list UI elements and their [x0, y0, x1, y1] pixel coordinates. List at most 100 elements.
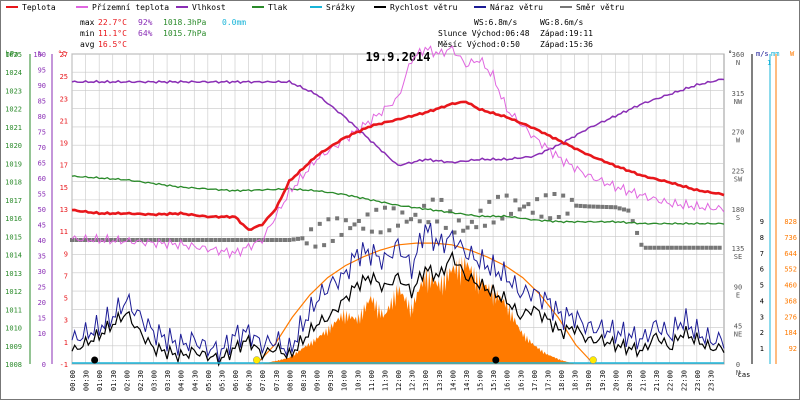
solar-tick: 184: [784, 329, 797, 337]
x-tick-label: 20:00: [612, 370, 620, 391]
x-tick-label: 10:30: [354, 370, 362, 391]
wind-direction-point: [643, 245, 648, 250]
moonrise-marker: [91, 356, 99, 364]
wind-direction-point: [687, 245, 692, 250]
solar-tick: 552: [784, 266, 797, 274]
wind-direction-point: [556, 214, 561, 219]
wind-direction-point: [561, 193, 566, 198]
temperature-tick: 3: [64, 317, 68, 325]
wind-direction-point: [317, 221, 322, 226]
humidity-tick: 90: [38, 82, 46, 90]
x-tick-label: 03:00: [151, 370, 159, 391]
humidity-tick: 50: [38, 206, 46, 214]
wind-direction-point: [252, 238, 257, 242]
info-sunset: Západ:19:11: [540, 29, 593, 38]
pressure-tick: 1017: [5, 197, 22, 205]
pressure-line: [71, 175, 725, 225]
x-tick-label: 05:00: [205, 370, 213, 391]
pressure-tick: 1012: [5, 288, 22, 296]
direction-name: N: [736, 59, 740, 67]
temperature-tick: 15: [60, 184, 68, 192]
humidity-tick: 40: [38, 237, 46, 245]
rain-axis-unit: mm: [771, 50, 779, 58]
wind-direction-point: [482, 223, 487, 228]
x-tick-label: 21:30: [653, 370, 661, 391]
wind-direction-point: [430, 197, 435, 202]
wind-direction-point: [78, 238, 83, 242]
pressure-tick: 1019: [5, 160, 22, 168]
wind-direction-point: [708, 245, 713, 250]
wind-direction-point: [495, 194, 500, 199]
wind-direction-point: [622, 207, 627, 212]
legend-label-temp: Teplota: [22, 3, 56, 12]
legend-label-dir: Směr větru: [576, 3, 624, 12]
temperature-tick: 1: [64, 339, 68, 347]
wind-tick: 1: [760, 345, 764, 353]
wind-direction-point: [409, 217, 414, 222]
wind-direction-point: [282, 238, 287, 242]
wind-tick: 5: [760, 282, 764, 290]
wind-direction-point: [548, 216, 553, 221]
x-tick-label: 00:00: [69, 370, 77, 391]
stat-min-temp: 11.1°C: [98, 29, 127, 38]
x-tick-label: 14:00: [449, 370, 457, 391]
wind-direction-point: [387, 228, 392, 233]
wind-direction-point: [391, 206, 396, 211]
wind-direction-point: [356, 218, 361, 223]
wind-direction-point: [613, 205, 618, 210]
wind-direction-point: [691, 245, 696, 250]
pressure-tick: 1013: [5, 270, 22, 278]
solar-tick: 92: [789, 345, 797, 353]
wind-direction-point: [174, 238, 179, 242]
x-tick-label: 09:00: [314, 370, 322, 391]
wind-direction-point: [704, 245, 709, 250]
wind-direction-point: [161, 238, 166, 242]
humidity-tick: 15: [38, 315, 46, 323]
direction-tick: 0: [736, 361, 740, 369]
ground-temperature-line: [71, 45, 725, 260]
direction-tick: 90: [734, 284, 742, 292]
wind-direction-point: [148, 238, 153, 242]
x-tick-label: 15:00: [477, 370, 485, 391]
info-moonset: Západ:15:36: [540, 40, 593, 49]
direction-name: E: [736, 292, 740, 300]
humidity-tick: 85: [38, 98, 46, 106]
x-tick-label: 16:30: [517, 370, 525, 391]
x-tick-label: 07:30: [273, 370, 281, 391]
wind-tick: 9: [760, 218, 764, 226]
wind-direction-point: [530, 210, 535, 215]
sunrise-marker: [252, 356, 261, 364]
humidity-tick: 80: [38, 113, 46, 121]
pressure-axis-unit: hPa: [6, 50, 19, 58]
sunset-marker: [589, 356, 597, 364]
direction-tick: 135: [732, 245, 745, 253]
direction-name: NE: [734, 330, 742, 338]
x-tick-label: 13:00: [422, 370, 430, 391]
direction-name: SW: [734, 175, 743, 183]
wind-direction-point: [152, 238, 157, 242]
humidity-tick: 20: [38, 299, 46, 307]
wind-direction-point: [104, 238, 109, 242]
humidity-tick: 55: [38, 191, 46, 199]
wind-direction-point: [322, 243, 327, 248]
direction-tick: 315: [732, 90, 745, 98]
wind-direction-point: [469, 219, 474, 224]
wind-direction-point: [404, 219, 409, 224]
humidity-tick: 100: [33, 51, 46, 59]
wind-direction-point: [70, 238, 74, 242]
wind-direction-point: [83, 238, 88, 242]
wind-direction-point: [278, 238, 283, 242]
wind-direction-point: [456, 218, 461, 223]
humidity-tick: 30: [38, 268, 46, 276]
wind-direction-point: [339, 232, 344, 237]
pressure-tick: 1011: [5, 306, 22, 314]
wind-direction-point: [500, 216, 505, 221]
wind-direction-point: [365, 212, 370, 217]
pressure-tick: 1015: [5, 233, 22, 241]
x-tick-label: 20:30: [626, 370, 634, 391]
direction-name: NW: [734, 98, 743, 106]
wind-direction-point: [461, 228, 466, 233]
wind-direction-point: [582, 204, 587, 209]
legend-label-feels: Přízemní teplota: [92, 3, 169, 12]
wind-direction-point: [504, 193, 509, 198]
